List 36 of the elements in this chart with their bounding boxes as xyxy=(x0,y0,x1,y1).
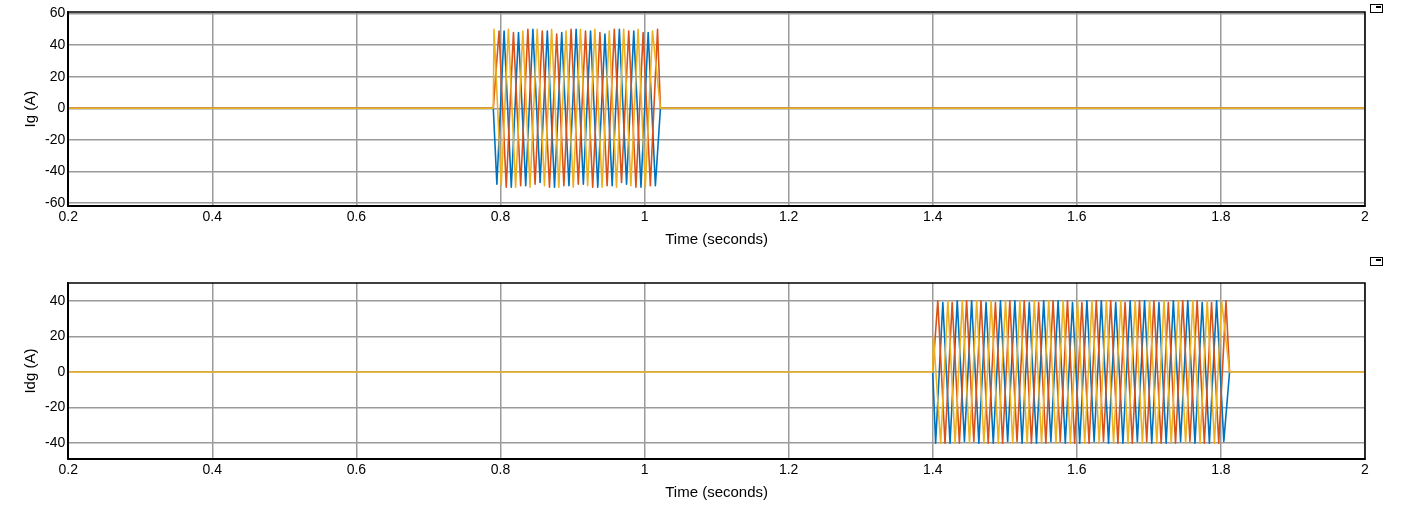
y-tick-label: 20 xyxy=(49,327,66,344)
x-tick-label: 0.8 xyxy=(490,208,511,225)
x-tick-label: 1.2 xyxy=(778,461,799,478)
x-tick-label: 0.2 xyxy=(58,208,79,225)
x-tick-label: 2 xyxy=(1361,461,1370,478)
x-tick-label: 1.6 xyxy=(1067,461,1087,478)
y-axis-title: Idg (A) xyxy=(21,348,39,394)
y-tick-label: -60 xyxy=(45,193,66,210)
y-tick-label: -40 xyxy=(45,434,66,451)
y-tick-label: 60 xyxy=(49,4,66,21)
x-tick-label: 1.6 xyxy=(1067,208,1087,225)
y-axis-title: Ig (A) xyxy=(21,90,39,128)
x-axis-title: Time (seconds) xyxy=(665,230,769,248)
y-tick-label: -20 xyxy=(45,130,66,147)
y-tick-label: 0 xyxy=(57,99,66,116)
x-tick-label: 0.4 xyxy=(202,208,223,225)
x-tick-label: 1 xyxy=(640,461,649,478)
y-tick-label: 40 xyxy=(49,291,66,308)
y-tick-label: -40 xyxy=(45,162,66,179)
x-tick-label: 1.8 xyxy=(1211,208,1231,225)
x-tick-label: 2 xyxy=(1361,208,1370,225)
x-tick-label: 0.6 xyxy=(346,208,367,225)
y-tick-label: 0 xyxy=(57,362,66,379)
x-axis-title: Time (seconds) xyxy=(665,483,769,501)
x-tick-label: 0.8 xyxy=(490,461,511,478)
x-tick-label: 0.4 xyxy=(202,461,223,478)
x-tick-label: 0.2 xyxy=(58,461,79,478)
y-tick-label: -20 xyxy=(45,398,66,415)
x-tick-label: 1.4 xyxy=(923,208,943,225)
y-tick-label: 40 xyxy=(49,36,66,53)
x-tick-label: 1.8 xyxy=(1211,461,1231,478)
x-tick-label: 1.4 xyxy=(923,461,943,478)
x-tick-label: 1.2 xyxy=(778,208,799,225)
y-tick-label: 20 xyxy=(49,67,66,84)
x-tick-label: 1 xyxy=(640,208,649,225)
x-tick-label: 0.6 xyxy=(346,461,367,478)
